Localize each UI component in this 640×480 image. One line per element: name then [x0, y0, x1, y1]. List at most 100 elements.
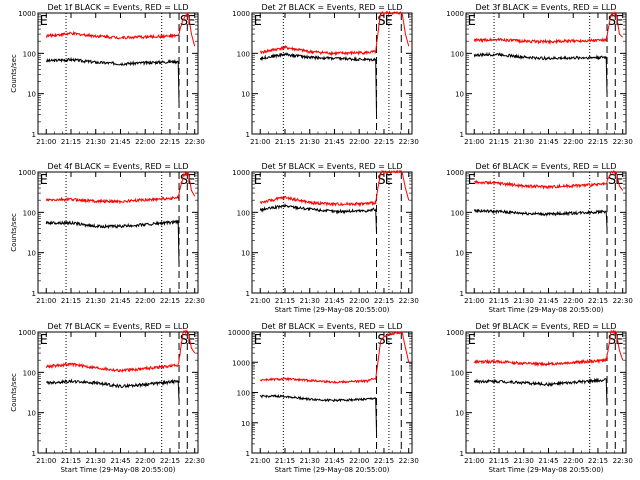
plot-frame: [251, 171, 413, 294]
x-tick-label: 21:30: [514, 138, 534, 146]
event-annotation: S: [377, 173, 385, 188]
x-tick-label: 21:45: [324, 457, 344, 465]
panel-det-9: Det 9f BLACK = Events, RED = LLD 1 10 100 10…: [446, 322, 633, 474]
x-tick-label: 21:00: [464, 457, 484, 465]
series-events-line: [473, 208, 608, 229]
x-tick-label: 21:15: [489, 457, 509, 465]
y-tick-label: 1: [246, 131, 250, 139]
x-tick-label: 22:30: [399, 138, 419, 146]
y-tick-label: 10: [241, 250, 250, 258]
series-events-line: [259, 393, 377, 432]
y-tick-label: 1: [460, 290, 464, 298]
event-annotation: S: [180, 14, 188, 29]
event-annotation: S: [608, 14, 616, 29]
y-tick-label: 100: [451, 369, 464, 377]
x-tick-label: 21:15: [275, 457, 295, 465]
y-axis-label: Counts/sec: [10, 54, 18, 93]
x-tick-label: 22:30: [185, 138, 205, 146]
x-tick-label: 21:00: [250, 138, 270, 146]
series-lld-line: [473, 329, 624, 367]
panel-title: Det 7f BLACK = Events, RED = LLD: [47, 322, 188, 331]
x-tick-label: 21:00: [250, 297, 270, 305]
x-tick-label: 21:15: [489, 297, 509, 305]
x-tick-label: 22:30: [613, 457, 633, 465]
y-axis-label: Counts/sec: [10, 373, 18, 412]
y-tick-label: 100: [23, 369, 36, 377]
panel-det-4: Det 4f BLACK = Events, RED = LLD 1 10 100 10…: [10, 162, 205, 305]
x-tick-label: 22:00: [563, 138, 583, 146]
x-axis-label: Start Time (29-May-08 20:55:00): [274, 466, 389, 474]
x-tick-label: 22:30: [185, 457, 205, 465]
x-tick-label: 22:00: [135, 138, 155, 146]
y-tick-label: 100: [23, 209, 36, 217]
plot-frame: [251, 331, 413, 454]
panel-title: Det 2f BLACK = Events, RED = LLD: [261, 3, 402, 12]
x-tick-label: 22:30: [399, 297, 419, 305]
x-tick-label: 21:45: [324, 138, 344, 146]
event-annotation: E: [40, 14, 48, 29]
x-tick-label: 21:00: [464, 297, 484, 305]
y-tick-label: 10: [27, 91, 36, 99]
y-tick-label: 10: [241, 420, 250, 428]
panel-det-1: Det 1f BLACK = Events, RED = LLD 1 10 100 10…: [10, 3, 205, 146]
y-tick-label: 1000: [446, 10, 464, 18]
x-tick-label: 22:30: [399, 457, 419, 465]
y-tick-label: 10: [27, 410, 36, 418]
series-events-line: [45, 56, 180, 103]
x-tick-label: 21:00: [36, 138, 56, 146]
series-events-line: [259, 202, 377, 234]
x-tick-label: 22:15: [160, 457, 180, 465]
plot-frame: [465, 171, 627, 294]
x-tick-label: 21:15: [61, 457, 81, 465]
y-tick-label: 100: [237, 50, 250, 58]
x-tick-label: 21:30: [300, 297, 320, 305]
series-events-line: [45, 219, 180, 265]
x-tick-label: 22:15: [588, 297, 608, 305]
x-tick-label: 22:00: [349, 297, 369, 305]
y-tick-label: 100: [23, 50, 36, 58]
y-tick-label: 1000: [232, 169, 250, 177]
x-tick-label: 22:00: [135, 457, 155, 465]
x-tick-label: 21:30: [300, 457, 320, 465]
x-tick-label: 21:30: [514, 297, 534, 305]
x-tick-label: 22:00: [563, 457, 583, 465]
x-tick-label: 21:30: [514, 457, 534, 465]
panel-title: Det 5f BLACK = Events, RED = LLD: [261, 162, 402, 171]
y-tick-label: 1: [246, 290, 250, 298]
event-annotation: E: [187, 173, 195, 188]
panel-title: Det 6f BLACK = Events, RED = LLD: [475, 162, 616, 171]
panel-det-8: Det 8f BLACK = Events, RED = LLD 1 10 100 10…: [228, 322, 419, 474]
y-tick-label: 1: [32, 290, 36, 298]
y-tick-label: 1000: [446, 329, 464, 337]
y-tick-label: 1000: [446, 169, 464, 177]
panel-title: Det 8f BLACK = Events, RED = LLD: [261, 322, 402, 331]
x-axis-label: Start Time (29-May-08 20:55:00): [60, 466, 175, 474]
event-annotation: E: [187, 14, 195, 29]
panel-title: Det 9f BLACK = Events, RED = LLD: [475, 322, 616, 331]
event-annotation: E: [385, 333, 393, 348]
x-tick-label: 21:30: [86, 457, 106, 465]
y-tick-label: 10000: [228, 329, 250, 337]
plot-frame: [251, 12, 413, 135]
y-tick-label: 100: [237, 390, 250, 398]
y-tick-label: 1000: [18, 329, 36, 337]
event-annotation: E: [187, 333, 195, 348]
series-events-line: [259, 52, 377, 115]
series-events-line: [46, 378, 180, 401]
x-tick-label: 22:00: [135, 297, 155, 305]
y-tick-label: 100: [451, 50, 464, 58]
panel-det-6: Det 6f BLACK = Events, RED = LLD 1 10 100 10…: [446, 162, 633, 314]
x-tick-label: 21:00: [250, 457, 270, 465]
panel-det-7: Det 7f BLACK = Events, RED = LLD 1 10 100 10…: [10, 322, 205, 474]
y-tick-label: 1000: [18, 10, 36, 18]
x-tick-label: 21:30: [86, 138, 106, 146]
series-lld-line: [473, 11, 624, 45]
x-tick-label: 22:30: [613, 297, 633, 305]
plot-frame: [37, 12, 199, 135]
plot-frame: [465, 12, 627, 135]
y-tick-label: 1: [246, 450, 250, 458]
y-tick-label: 10: [241, 91, 250, 99]
event-annotation: S: [180, 333, 188, 348]
